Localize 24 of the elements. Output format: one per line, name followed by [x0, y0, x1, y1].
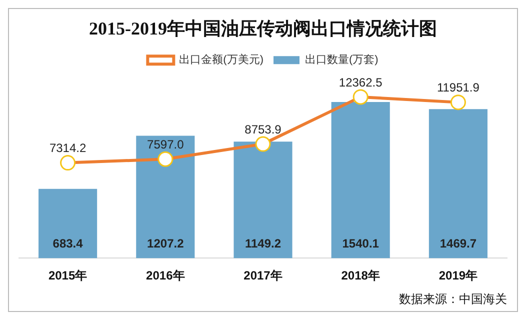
source-note: 数据来源：中国海关 — [399, 292, 507, 306]
bar — [331, 102, 390, 258]
data-label: 1540.1 — [342, 236, 380, 251]
legend-label: 出口金额(万美元) — [179, 53, 264, 66]
data-label: 11951.9 — [436, 80, 480, 95]
data-label: 7314.2 — [49, 141, 86, 156]
data-label: 1207.2 — [147, 236, 184, 251]
bar — [38, 188, 98, 258]
x-tick-label: 2019年 — [438, 268, 478, 283]
chart-title: 2015-2019年中国油压传动阀出口情况统计图 — [89, 18, 437, 38]
legend-label: 出口数量(万套) — [305, 53, 378, 66]
data-label: 8753.9 — [244, 122, 282, 136]
x-tick-label: 2017年 — [244, 268, 282, 283]
data-label: 1469.7 — [440, 236, 477, 251]
data-label: 683.4 — [52, 236, 84, 251]
bar — [136, 136, 195, 258]
data-label: 7597.0 — [147, 137, 184, 152]
data-label: 1149.2 — [244, 236, 282, 251]
x-tick-label: 2018年 — [341, 268, 380, 283]
bar — [234, 142, 292, 258]
x-tick-label: 2015年 — [48, 268, 88, 283]
bar — [428, 109, 488, 258]
x-tick-label: 2016年 — [146, 268, 185, 283]
data-label: 12362.5 — [338, 75, 383, 90]
